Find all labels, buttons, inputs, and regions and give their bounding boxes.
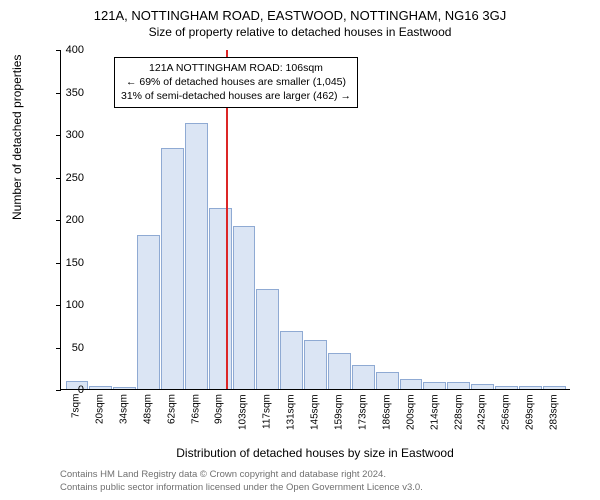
bar [543, 386, 566, 389]
y-axis-label: Number of detached properties [10, 55, 24, 220]
y-tick-label: 0 [44, 384, 84, 396]
bar [423, 382, 446, 389]
y-tick-label: 250 [44, 172, 84, 184]
chart-subtitle: Size of property relative to detached ho… [0, 23, 600, 39]
bar [185, 123, 208, 389]
x-tick-label: 90sqm [207, 394, 231, 438]
x-tick-label: 34sqm [112, 394, 136, 438]
bar [89, 386, 112, 389]
x-tick-label: 214sqm [423, 394, 447, 438]
bar [280, 331, 303, 389]
x-tick-label: 103sqm [231, 394, 255, 438]
bar [161, 148, 184, 389]
bar [400, 379, 423, 389]
chart-container: 121A, NOTTINGHAM ROAD, EASTWOOD, NOTTING… [0, 0, 600, 500]
x-tick-label: 242sqm [470, 394, 494, 438]
bar [519, 386, 542, 389]
bar [233, 226, 256, 389]
page-title: 121A, NOTTINGHAM ROAD, EASTWOOD, NOTTING… [0, 0, 600, 23]
bar [304, 340, 327, 389]
annotation-line-3: 31% of semi-detached houses are larger (… [121, 89, 351, 103]
x-tick-label: 228sqm [447, 394, 471, 438]
y-tick-label: 350 [44, 87, 84, 99]
y-tick-label: 100 [44, 299, 84, 311]
x-tick-label: 200sqm [399, 394, 423, 438]
bar [376, 372, 399, 389]
x-tick-label: 48sqm [136, 394, 160, 438]
x-tick-label: 76sqm [184, 394, 208, 438]
y-tick-label: 400 [44, 44, 84, 56]
x-tick-label: 117sqm [255, 394, 279, 438]
footer-attribution: Contains HM Land Registry data © Crown c… [60, 469, 423, 494]
x-tick-label: 7sqm [64, 394, 88, 438]
bar [137, 235, 160, 389]
y-tick-label: 300 [44, 129, 84, 141]
bar [113, 387, 136, 389]
footer-line-1: Contains HM Land Registry data © Crown c… [60, 469, 423, 481]
x-tick-label: 269sqm [518, 394, 542, 438]
x-tick-label: 159sqm [327, 394, 351, 438]
bar [471, 384, 494, 389]
bar [495, 386, 518, 389]
bar [328, 353, 351, 389]
x-tick-label: 62sqm [160, 394, 184, 438]
x-tick-label: 283sqm [542, 394, 566, 438]
y-tick-label: 200 [44, 214, 84, 226]
x-tick-label: 256sqm [494, 394, 518, 438]
x-tick-label: 145sqm [303, 394, 327, 438]
annotation-line-2: ← 69% of detached houses are smaller (1,… [121, 75, 351, 89]
annotation-line-1: 121A NOTTINGHAM ROAD: 106sqm [121, 61, 351, 75]
footer-line-2: Contains public sector information licen… [60, 482, 423, 494]
y-tick-label: 50 [44, 342, 84, 354]
annotation-box: 121A NOTTINGHAM ROAD: 106sqm ← 69% of de… [114, 57, 358, 108]
x-tick-labels: 7sqm20sqm34sqm48sqm62sqm76sqm90sqm103sqm… [60, 394, 570, 438]
y-tick-label: 150 [44, 257, 84, 269]
x-tick-label: 186sqm [375, 394, 399, 438]
x-tick-label: 173sqm [351, 394, 375, 438]
bar [447, 382, 470, 389]
bar [256, 289, 279, 389]
x-axis-label: Distribution of detached houses by size … [60, 446, 570, 460]
x-tick-label: 131sqm [279, 394, 303, 438]
bar [352, 365, 375, 389]
x-tick-label: 20sqm [88, 394, 112, 438]
